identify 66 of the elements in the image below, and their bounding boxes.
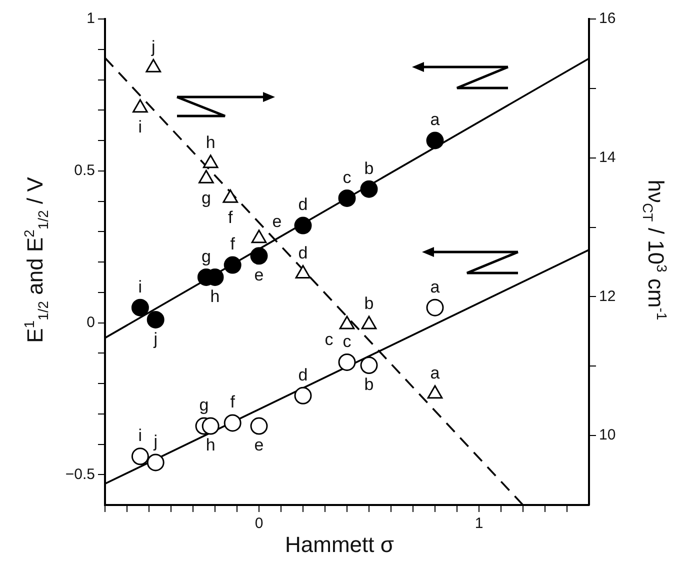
- data-label: b: [364, 374, 374, 394]
- point: [294, 216, 312, 234]
- y2-tick-label: 12: [599, 288, 616, 305]
- data-label: d: [298, 365, 308, 384]
- point: [131, 298, 149, 316]
- x-axis-title: Hammett σ: [285, 532, 394, 558]
- point: [339, 316, 355, 330]
- point: [360, 180, 378, 198]
- data-label: f: [228, 208, 234, 227]
- data-label: g: [201, 246, 211, 266]
- data-label: b: [364, 294, 374, 314]
- point: [294, 386, 312, 404]
- point: [426, 132, 444, 150]
- data-label: e: [254, 436, 264, 455]
- data-label: i: [138, 118, 142, 137]
- data-label: c: [342, 168, 352, 187]
- y2-tick-label: 10: [599, 426, 616, 444]
- point: [202, 417, 220, 435]
- point: [146, 58, 162, 72]
- data-label: d: [298, 195, 308, 214]
- data-label: h: [210, 286, 220, 306]
- data-label: b: [364, 158, 374, 178]
- data-label: i: [138, 277, 142, 296]
- data-label: a: [430, 110, 440, 130]
- data-label: j: [150, 37, 156, 56]
- data-label: h: [206, 133, 216, 152]
- y-tick-label: 0: [86, 314, 95, 331]
- data-label: c: [342, 332, 352, 351]
- point: [202, 154, 218, 168]
- point: [146, 310, 164, 328]
- point: [338, 189, 356, 207]
- point: [427, 385, 443, 399]
- point: [132, 99, 148, 113]
- data-label: e: [272, 212, 282, 232]
- data-label: c: [324, 330, 334, 350]
- data-label: g: [199, 396, 209, 415]
- point: [426, 298, 444, 316]
- y-tick-label: 0.5: [74, 162, 95, 180]
- data-label: f: [230, 234, 236, 254]
- point: [295, 265, 311, 279]
- data-label: d: [298, 243, 308, 262]
- point: [338, 353, 356, 371]
- point: [224, 414, 242, 432]
- point: [250, 417, 268, 435]
- y-tick-label: 1: [86, 10, 95, 28]
- point: [222, 189, 238, 203]
- data-label: g: [201, 188, 211, 208]
- y2-tick-label: 16: [599, 10, 616, 28]
- point: [360, 356, 378, 374]
- point: [224, 256, 242, 274]
- y2-tick-label: 14: [599, 149, 616, 166]
- point: [250, 247, 268, 265]
- data-label: a: [430, 364, 440, 383]
- y-tick-label: −0.5: [65, 466, 95, 483]
- point: [131, 448, 149, 466]
- point: [146, 454, 164, 472]
- point: [198, 170, 214, 184]
- point: [361, 316, 377, 330]
- point: [251, 230, 267, 244]
- data-label: i: [138, 426, 142, 446]
- data-label: f: [230, 392, 236, 412]
- data-label: a: [430, 277, 440, 296]
- data-label: j: [152, 432, 158, 452]
- data-label: h: [206, 436, 216, 455]
- data-label: j: [152, 329, 158, 348]
- data-label: e: [254, 266, 264, 285]
